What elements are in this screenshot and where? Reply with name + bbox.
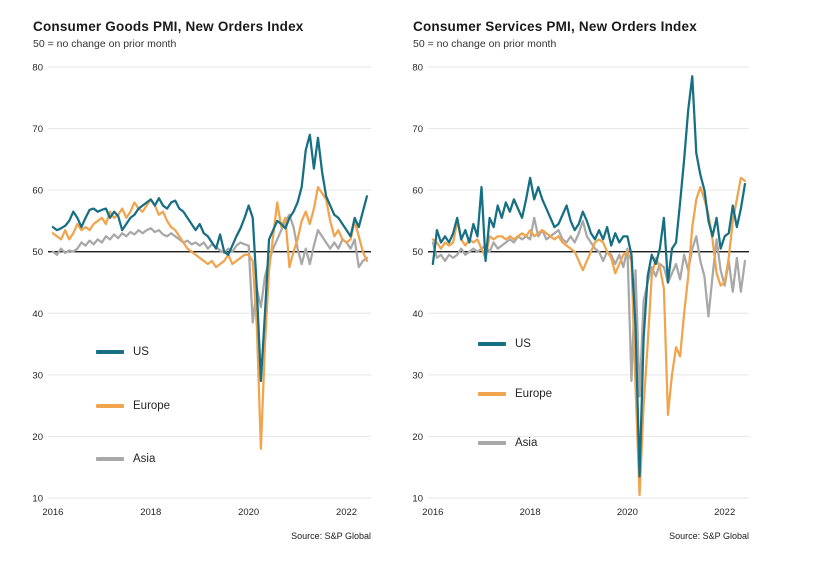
asia-line-swatch (478, 441, 506, 445)
svg-text:50: 50 (32, 247, 43, 258)
svg-text:2018: 2018 (140, 507, 161, 518)
legend-item-us: US (96, 346, 149, 358)
legend-label-us: US (515, 338, 531, 350)
svg-text:70: 70 (412, 124, 423, 135)
svg-text:2018: 2018 (520, 507, 541, 518)
svg-text:20: 20 (32, 432, 43, 443)
legend-item-us: US (478, 338, 531, 350)
europe-line-swatch (478, 392, 506, 396)
chart-panel-goods: Consumer Goods PMI, New Orders Index 50 … (32, 19, 371, 541)
chart-title: Consumer Goods PMI, New Orders Index (33, 19, 304, 34)
legend-item-asia: Asia (96, 453, 155, 465)
svg-text:10: 10 (32, 494, 43, 505)
legend-item-europe: Europe (478, 388, 552, 400)
legend-label-europe: Europe (515, 388, 553, 400)
source-label: Source: S&P Global (291, 531, 371, 541)
svg-text:80: 80 (412, 63, 423, 74)
legend-item-asia: Asia (478, 437, 537, 449)
line-plot: 10 20 30 40 50 60 70 80 2016 2018 2020 2022 (412, 63, 749, 518)
svg-text:30: 30 (32, 370, 43, 381)
svg-text:2016: 2016 (42, 507, 63, 518)
chart-title: Consumer Services PMI, New Orders Index (413, 19, 697, 34)
svg-text:20: 20 (412, 432, 423, 443)
source-label: Source: S&P Global (669, 531, 749, 541)
chart-subtitle: 50 = no change on prior month (33, 38, 177, 50)
legend-label-us: US (133, 346, 149, 358)
chart-panel-services: Consumer Services PMI, New Orders Index … (411, 0, 822, 566)
asia-line-swatch (96, 457, 124, 461)
legend-item-europe: Europe (96, 400, 170, 412)
svg-text:40: 40 (412, 309, 423, 320)
europe-line-swatch (96, 404, 124, 408)
svg-text:40: 40 (32, 309, 43, 320)
svg-text:2020: 2020 (238, 507, 259, 518)
svg-text:10: 10 (412, 494, 423, 505)
svg-text:50: 50 (412, 247, 423, 258)
svg-text:70: 70 (32, 124, 43, 135)
us-line-swatch (478, 342, 506, 346)
svg-text:2016: 2016 (422, 507, 443, 518)
svg-text:60: 60 (32, 186, 43, 197)
legend-label-asia: Asia (515, 437, 538, 449)
svg-text:30: 30 (412, 370, 423, 381)
svg-text:2022: 2022 (336, 507, 357, 518)
svg-text:60: 60 (412, 186, 423, 197)
svg-text:80: 80 (32, 63, 43, 74)
legend-label-europe: Europe (133, 400, 171, 412)
svg-text:2022: 2022 (714, 507, 735, 518)
us-line-swatch (96, 350, 124, 354)
line-plot: 10 20 30 40 50 60 70 80 2016 2018 2020 2022 (32, 63, 371, 518)
legend-label-asia: Asia (133, 453, 156, 465)
chart-subtitle: 50 = no change on prior month (413, 38, 557, 50)
svg-text:2020: 2020 (617, 507, 638, 518)
